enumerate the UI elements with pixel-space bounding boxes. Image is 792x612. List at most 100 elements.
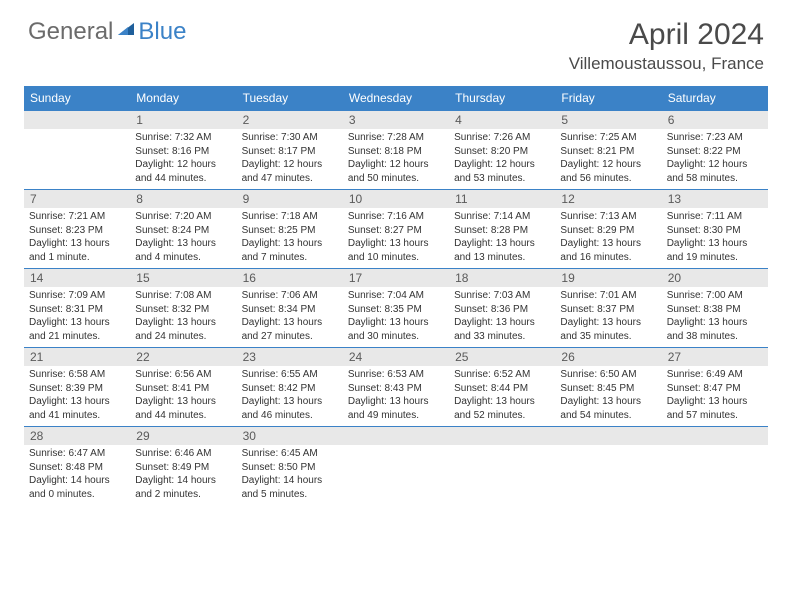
daylight-text: Daylight: 14 hours and 5 minutes. <box>242 474 338 501</box>
cell-body: Sunrise: 7:28 AMSunset: 8:18 PMDaylight:… <box>343 129 449 189</box>
calendar-cell: 25Sunrise: 6:52 AMSunset: 8:44 PMDayligh… <box>449 348 555 427</box>
cell-body: Sunrise: 7:01 AMSunset: 8:37 PMDaylight:… <box>555 287 661 347</box>
calendar-cell <box>449 427 555 506</box>
day-number: 24 <box>343 348 449 366</box>
sunrise-text: Sunrise: 6:56 AM <box>135 368 231 382</box>
cell-body: Sunrise: 6:50 AMSunset: 8:45 PMDaylight:… <box>555 366 661 426</box>
cell-body: Sunrise: 7:00 AMSunset: 8:38 PMDaylight:… <box>662 287 768 347</box>
day-number: 4 <box>449 111 555 129</box>
cell-body <box>555 445 661 495</box>
day-number: 14 <box>24 269 130 287</box>
header: General Blue April 2024 Villemoustaussou… <box>0 0 792 82</box>
daylight-text: Daylight: 13 hours and 35 minutes. <box>560 316 656 343</box>
sunset-text: Sunset: 8:30 PM <box>667 224 763 238</box>
calendar-cell: 21Sunrise: 6:58 AMSunset: 8:39 PMDayligh… <box>24 348 130 427</box>
calendar-cell: 16Sunrise: 7:06 AMSunset: 8:34 PMDayligh… <box>237 269 343 348</box>
day-number: 12 <box>555 190 661 208</box>
cell-body: Sunrise: 7:04 AMSunset: 8:35 PMDaylight:… <box>343 287 449 347</box>
calendar-cell: 5Sunrise: 7:25 AMSunset: 8:21 PMDaylight… <box>555 111 661 190</box>
calendar-cell: 29Sunrise: 6:46 AMSunset: 8:49 PMDayligh… <box>130 427 236 506</box>
day-number: 19 <box>555 269 661 287</box>
day-number: 7 <box>24 190 130 208</box>
cell-body: Sunrise: 6:46 AMSunset: 8:49 PMDaylight:… <box>130 445 236 505</box>
calendar-cell: 10Sunrise: 7:16 AMSunset: 8:27 PMDayligh… <box>343 190 449 269</box>
daylight-text: Daylight: 14 hours and 2 minutes. <box>135 474 231 501</box>
daylight-text: Daylight: 12 hours and 50 minutes. <box>348 158 444 185</box>
sunrise-text: Sunrise: 6:55 AM <box>242 368 338 382</box>
day-number: 21 <box>24 348 130 366</box>
calendar-cell: 19Sunrise: 7:01 AMSunset: 8:37 PMDayligh… <box>555 269 661 348</box>
cell-body: Sunrise: 6:56 AMSunset: 8:41 PMDaylight:… <box>130 366 236 426</box>
location: Villemoustaussou, France <box>569 54 764 74</box>
cell-body: Sunrise: 7:16 AMSunset: 8:27 PMDaylight:… <box>343 208 449 268</box>
cell-body: Sunrise: 7:11 AMSunset: 8:30 PMDaylight:… <box>662 208 768 268</box>
calendar-row: 21Sunrise: 6:58 AMSunset: 8:39 PMDayligh… <box>24 348 768 427</box>
month-title: April 2024 <box>569 18 764 52</box>
calendar-cell: 18Sunrise: 7:03 AMSunset: 8:36 PMDayligh… <box>449 269 555 348</box>
sunset-text: Sunset: 8:18 PM <box>348 145 444 159</box>
sunset-text: Sunset: 8:16 PM <box>135 145 231 159</box>
cell-body: Sunrise: 7:06 AMSunset: 8:34 PMDaylight:… <box>237 287 343 347</box>
day-number: 30 <box>237 427 343 445</box>
day-header: Thursday <box>449 86 555 111</box>
day-number: 28 <box>24 427 130 445</box>
sunset-text: Sunset: 8:24 PM <box>135 224 231 238</box>
cell-body: Sunrise: 7:18 AMSunset: 8:25 PMDaylight:… <box>237 208 343 268</box>
sunrise-text: Sunrise: 6:46 AM <box>135 447 231 461</box>
calendar-cell: 12Sunrise: 7:13 AMSunset: 8:29 PMDayligh… <box>555 190 661 269</box>
sunrise-text: Sunrise: 6:47 AM <box>29 447 125 461</box>
day-header: Sunday <box>24 86 130 111</box>
day-number: 20 <box>662 269 768 287</box>
sunrise-text: Sunrise: 7:09 AM <box>29 289 125 303</box>
day-number: 27 <box>662 348 768 366</box>
sunrise-text: Sunrise: 7:06 AM <box>242 289 338 303</box>
day-number: 2 <box>237 111 343 129</box>
daylight-text: Daylight: 13 hours and 7 minutes. <box>242 237 338 264</box>
cell-body: Sunrise: 7:14 AMSunset: 8:28 PMDaylight:… <box>449 208 555 268</box>
sunrise-text: Sunrise: 6:45 AM <box>242 447 338 461</box>
daylight-text: Daylight: 12 hours and 44 minutes. <box>135 158 231 185</box>
calendar-table: SundayMondayTuesdayWednesdayThursdayFrid… <box>24 86 768 505</box>
day-number: 29 <box>130 427 236 445</box>
day-number: 10 <box>343 190 449 208</box>
daylight-text: Daylight: 12 hours and 47 minutes. <box>242 158 338 185</box>
sunset-text: Sunset: 8:43 PM <box>348 382 444 396</box>
sunrise-text: Sunrise: 7:13 AM <box>560 210 656 224</box>
day-header-row: SundayMondayTuesdayWednesdayThursdayFrid… <box>24 86 768 111</box>
sunrise-text: Sunrise: 7:23 AM <box>667 131 763 145</box>
sunset-text: Sunset: 8:42 PM <box>242 382 338 396</box>
cell-body: Sunrise: 7:30 AMSunset: 8:17 PMDaylight:… <box>237 129 343 189</box>
sunrise-text: Sunrise: 7:21 AM <box>29 210 125 224</box>
daylight-text: Daylight: 12 hours and 56 minutes. <box>560 158 656 185</box>
sunset-text: Sunset: 8:44 PM <box>454 382 550 396</box>
logo-sail-icon <box>116 21 136 37</box>
day-number: 13 <box>662 190 768 208</box>
daylight-text: Daylight: 14 hours and 0 minutes. <box>29 474 125 501</box>
day-number: 26 <box>555 348 661 366</box>
sunrise-text: Sunrise: 7:32 AM <box>135 131 231 145</box>
sunrise-text: Sunrise: 7:25 AM <box>560 131 656 145</box>
daylight-text: Daylight: 12 hours and 53 minutes. <box>454 158 550 185</box>
calendar-cell: 27Sunrise: 6:49 AMSunset: 8:47 PMDayligh… <box>662 348 768 427</box>
sunset-text: Sunset: 8:48 PM <box>29 461 125 475</box>
daylight-text: Daylight: 13 hours and 19 minutes. <box>667 237 763 264</box>
day-number: 15 <box>130 269 236 287</box>
day-number: 3 <box>343 111 449 129</box>
day-number <box>555 427 661 445</box>
sunset-text: Sunset: 8:35 PM <box>348 303 444 317</box>
sunrise-text: Sunrise: 6:49 AM <box>667 368 763 382</box>
calendar-cell: 17Sunrise: 7:04 AMSunset: 8:35 PMDayligh… <box>343 269 449 348</box>
sunset-text: Sunset: 8:27 PM <box>348 224 444 238</box>
sunrise-text: Sunrise: 7:16 AM <box>348 210 444 224</box>
cell-body: Sunrise: 6:58 AMSunset: 8:39 PMDaylight:… <box>24 366 130 426</box>
day-number: 1 <box>130 111 236 129</box>
sunrise-text: Sunrise: 7:11 AM <box>667 210 763 224</box>
cell-body: Sunrise: 7:13 AMSunset: 8:29 PMDaylight:… <box>555 208 661 268</box>
calendar-cell <box>662 427 768 506</box>
cell-body: Sunrise: 6:53 AMSunset: 8:43 PMDaylight:… <box>343 366 449 426</box>
sunrise-text: Sunrise: 7:00 AM <box>667 289 763 303</box>
daylight-text: Daylight: 13 hours and 30 minutes. <box>348 316 444 343</box>
calendar-cell <box>555 427 661 506</box>
day-header: Wednesday <box>343 86 449 111</box>
daylight-text: Daylight: 13 hours and 33 minutes. <box>454 316 550 343</box>
